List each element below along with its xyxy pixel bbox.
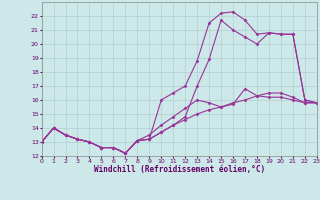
X-axis label: Windchill (Refroidissement éolien,°C): Windchill (Refroidissement éolien,°C)	[94, 165, 265, 174]
